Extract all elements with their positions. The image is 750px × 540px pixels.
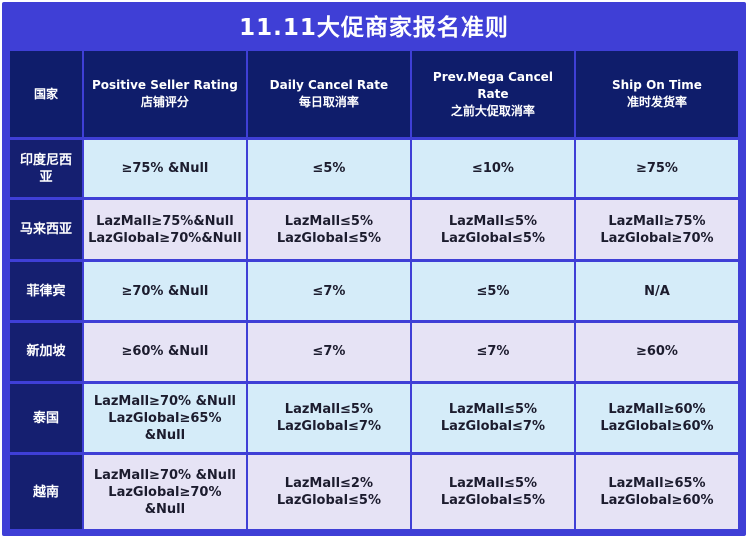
cell-text-line: LazGlobal≥70% &Null [108, 484, 222, 517]
cell-text-line: ≤7% [476, 344, 510, 360]
header-ship-on-time: Ship On Time 准时发货率 [575, 51, 738, 137]
cell-prev-mega-cancel-rate: LazMall≤5% LazGlobal≤5% [411, 455, 574, 529]
cell-text-line: LazMall≤5% [448, 476, 538, 492]
country-label: 越南 [10, 455, 82, 529]
cell-text-line: LazGlobal≤5% [440, 493, 546, 509]
cell-text-line: LazMall≥70% &Null [93, 393, 236, 409]
cell-text-line: ≤10% [471, 161, 514, 177]
cell-text-line: ≤5% [312, 161, 346, 177]
cell-text-line: LazMall≤2% [284, 476, 374, 492]
cell-seller-rating: ≥75% &Null [83, 140, 246, 198]
criteria-table: 国家 Positive Seller Rating 店铺评分 Daily Can… [8, 48, 740, 532]
cell-daily-cancel-rate: LazMall≤2% LazGlobal≤5% [247, 455, 410, 529]
header-label-cn: 准时发货率 [626, 95, 687, 109]
country-label: 泰国 [10, 383, 82, 453]
cell-seller-rating: LazMall≥70% &Null LazGlobal≥70% &Null [83, 455, 246, 529]
cell-text-line: LazGlobal≥70%&Null [88, 230, 242, 246]
cell-ship-on-time: N/A [575, 262, 738, 320]
cell-text-line: LazMall≤5% [448, 402, 538, 418]
cell-text-line: N/A [644, 283, 670, 299]
country-label: 新加坡 [10, 322, 82, 381]
cell-text-line: LazGlobal≥60% [600, 419, 714, 435]
cell-daily-cancel-rate: LazMall≤5% LazGlobal≤5% [247, 200, 410, 260]
page-title: 11.11大促商家报名准则 [239, 15, 509, 41]
header-label: 国家 [33, 86, 58, 101]
table-header-row: 国家 Positive Seller Rating 店铺评分 Daily Can… [10, 51, 738, 137]
table-row: 印度尼西亚 ≥75% &Null ≤5% ≤10% ≥75% [10, 140, 738, 198]
country-label: 马来西亚 [10, 200, 82, 260]
header-label-en: Daily Cancel Rate [269, 78, 389, 92]
cell-text-line: LazGlobal≤5% [276, 493, 381, 509]
cell-text-line: LazGlobal≥60% [600, 493, 714, 509]
cell-text-line: LazMall≥75% [608, 213, 706, 229]
header-label-cn: 之前大促取消率 [450, 103, 535, 118]
cell-daily-cancel-rate: LazMall≤5% LazGlobal≤7% [247, 383, 410, 453]
cell-prev-mega-cancel-rate: LazMall≤5% LazGlobal≤5% [411, 200, 574, 260]
cell-text-line: LazGlobal≤5% [440, 230, 546, 246]
country-label: 印度尼西亚 [10, 140, 82, 198]
header-seller-rating: Positive Seller Rating 店铺评分 [83, 51, 246, 137]
header-label-en: Positive Seller Rating [91, 78, 238, 92]
table-row: 菲律宾 ≥70% &Null ≤7% ≤5% N/A [10, 262, 738, 320]
cell-daily-cancel-rate: ≤7% [247, 322, 410, 381]
country-label: 菲律宾 [10, 262, 82, 320]
cell-ship-on-time: LazMall≥65% LazGlobal≥60% [575, 455, 738, 529]
cell-daily-cancel-rate: ≤7% [247, 262, 410, 320]
cell-ship-on-time: LazMall≥60% LazGlobal≥60% [575, 383, 738, 453]
cell-prev-mega-cancel-rate: ≤7% [411, 322, 574, 381]
header-country: 国家 [10, 51, 82, 137]
cell-text-line: ≥75% [635, 161, 678, 177]
table-row: 新加坡 ≥60% &Null ≤7% ≤7% ≥60% [10, 322, 738, 381]
cell-text-line: ≤7% [312, 344, 346, 360]
cell-text-line: ≤5% [476, 283, 510, 299]
cell-seller-rating: ≥70% &Null [83, 262, 246, 320]
cell-prev-mega-cancel-rate: ≤5% [411, 262, 574, 320]
table-row: 马来西亚 LazMall≥75%&Null LazGlobal≥70%&Null La… [10, 200, 738, 260]
cell-text-line: LazGlobal≥70% [600, 230, 714, 246]
cell-ship-on-time: LazMall≥75% LazGlobal≥70% [575, 200, 738, 260]
cell-prev-mega-cancel-rate: LazMall≤5% LazGlobal≤7% [411, 383, 574, 453]
table-row: 越南 LazMall≥70% &Null LazGlobal≥70% &Null La… [10, 455, 738, 529]
cell-seller-rating: LazMall≥70% &Null LazGlobal≥65% &Null [83, 383, 246, 453]
cell-seller-rating: ≥60% &Null [83, 322, 246, 381]
header-label-cn: 每日取消率 [298, 95, 359, 109]
cell-text-line: LazMall≤5% [284, 213, 374, 229]
cell-ship-on-time: ≥75% [575, 140, 738, 198]
cell-seller-rating: LazMall≥75%&Null LazGlobal≥70%&Null [83, 200, 246, 260]
cell-text-line: LazGlobal≤7% [440, 419, 546, 435]
cell-text-line: ≥60% &Null [121, 344, 209, 360]
cell-text-line: LazGlobal≤7% [276, 419, 381, 435]
cell-text-line: LazGlobal≥65% &Null [108, 410, 222, 443]
header-prev-mega-cancel-rate: Prev.Mega Cancel Rate 之前大促取消率 [411, 51, 574, 137]
cell-text-line: LazMall≥65% [608, 476, 706, 492]
cell-text-line: LazGlobal≤5% [276, 230, 381, 246]
cell-text-line: ≤7% [312, 283, 346, 299]
header-label-en: Prev.Mega Cancel Rate [432, 69, 553, 101]
cell-daily-cancel-rate: ≤5% [247, 140, 410, 198]
cell-text-line: ≥70% &Null [121, 283, 209, 299]
cell-text-line: ≥60% [635, 344, 678, 360]
header-label-en: Ship On Time [612, 78, 702, 92]
cell-ship-on-time: ≥60% [575, 322, 738, 381]
cell-text-line: LazMall≥75%&Null [96, 213, 234, 229]
cell-text-line: ≥75% &Null [121, 161, 209, 177]
header-label-cn: 店铺评分 [140, 95, 189, 109]
table-row: 泰国 LazMall≥70% &Null LazGlobal≥65% &Null La… [10, 383, 738, 453]
cell-text-line: LazMall≥60% [608, 402, 706, 418]
header-daily-cancel-rate: Daily Cancel Rate 每日取消率 [247, 51, 410, 137]
cell-text-line: LazMall≥70% &Null [93, 467, 236, 483]
cell-text-line: LazMall≤5% [448, 213, 538, 229]
cell-text-line: LazMall≤5% [284, 402, 374, 418]
cell-prev-mega-cancel-rate: ≤10% [411, 140, 574, 198]
